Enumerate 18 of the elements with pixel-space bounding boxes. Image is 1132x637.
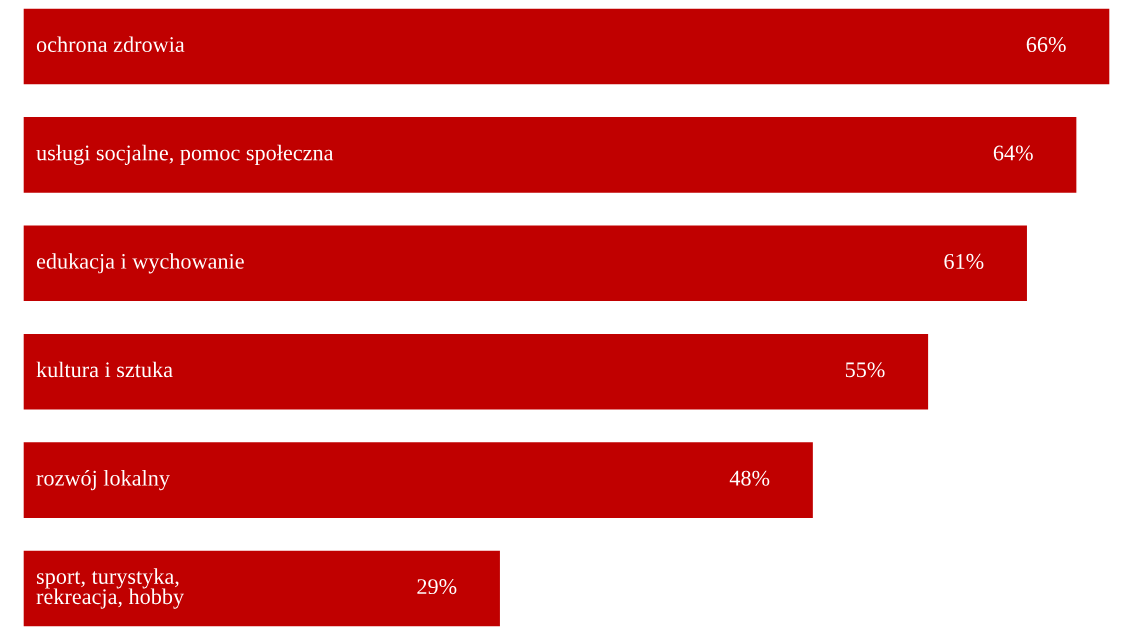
data-label: 55% (845, 362, 885, 378)
data-label: 29% (417, 579, 457, 595)
y-tick-label: kultura i sztuka (36, 361, 173, 378)
y-tick-label: sport, turystyka, rekreacja, hobby (36, 568, 185, 609)
y-tick-label: usługi socjalne, pomoc społeczna (36, 144, 334, 165)
bar (23, 115, 1078, 195)
data-label: 61% (944, 253, 984, 269)
data-label: 64% (993, 145, 1033, 161)
bar (23, 549, 502, 627)
data-label: 66% (1026, 37, 1066, 53)
bar (23, 8, 1110, 86)
y-tick-label: edukacja i wychowanie (36, 253, 244, 274)
bar (23, 440, 815, 520)
y-tick-label: ochrona zdrowia (36, 36, 185, 53)
data-label: 48% (729, 470, 770, 486)
bar (23, 332, 930, 411)
y-tick-label: rozwój lokalny (36, 469, 170, 491)
bar (23, 224, 1029, 303)
